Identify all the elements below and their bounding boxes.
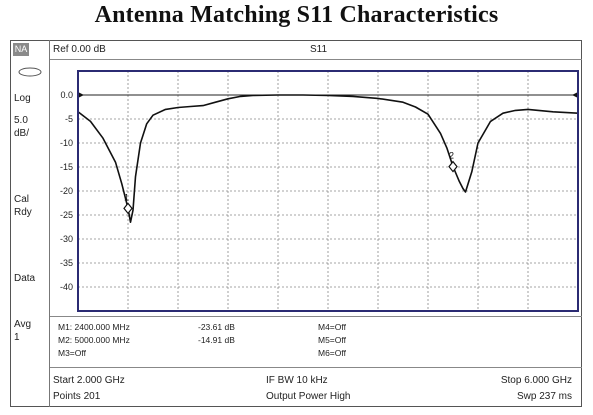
format-label: Log (14, 93, 31, 104)
reference-arrow-left (78, 92, 84, 98)
points-count: Points 201 (53, 391, 101, 402)
if-bandwidth: IF BW 10 kHz (266, 375, 328, 386)
y-tick-label: 0.0 (60, 90, 73, 100)
side-panel: NA Log 5.0 dB/ Cal Rdy Data Avg 1 (10, 40, 50, 407)
marker-5-status: M5=Off (318, 335, 346, 345)
marker-number: 1 (124, 192, 129, 202)
y-tick-label: -40 (60, 282, 73, 292)
y-tick-label: -5 (65, 114, 73, 124)
scale-label: 5.0 dB/ (14, 115, 30, 139)
averaging-label: Avg 1 (14, 319, 32, 343)
marker-2-value: -14.91 dB (198, 335, 235, 345)
sweep-icon (18, 67, 42, 77)
display-mode: Data (14, 273, 36, 284)
s11-plot: 0.0-5-10-15-20-25-30-35-40 12 (60, 70, 579, 312)
marker-1-label: M1: 2400.000 MHz (58, 322, 130, 332)
y-tick-label: -30 (60, 234, 73, 244)
analyzer-frame (10, 40, 582, 407)
marker-4-status: M4=Off (318, 322, 346, 332)
marker-2-label: M2: 5000.000 MHz (58, 335, 130, 345)
marker-3-status: M3=Off (58, 348, 86, 358)
reference-level: Ref 0.00 dB (53, 44, 106, 55)
y-tick-label: -35 (60, 258, 73, 268)
cal-status: Cal Rdy (14, 194, 32, 218)
marker-number: 2 (449, 151, 454, 161)
trace-header: Ref 0.00 dB S11 (50, 40, 582, 60)
na-badge[interactable]: NA (13, 43, 29, 56)
plot-border (77, 70, 579, 312)
status-footer: Start 2.000 GHz Points 201 IF BW 10 kHz … (50, 368, 582, 407)
trace-layer (77, 94, 579, 223)
y-tick-label: -20 (60, 186, 73, 196)
trace-name: S11 (310, 44, 328, 55)
sweep-time: Swp 237 ms (516, 391, 572, 402)
marker-diamond (448, 160, 458, 173)
grid (78, 71, 578, 311)
marker-6-status: M6=Off (318, 348, 346, 358)
stop-frequency: Stop 6.000 GHz (500, 375, 572, 386)
start-frequency: Start 2.000 GHz (53, 375, 125, 386)
reference-arrow-right (572, 92, 578, 98)
y-tick-labels: 0.0 -5 -10 -15 -20 -25 -30 -35 -40 (60, 90, 73, 292)
chart-title: Antenna Matching S11 Characteristics (94, 2, 499, 28)
y-tick-label: -10 (60, 138, 73, 148)
marker-layer: 12 (123, 151, 458, 215)
marker-diamond (123, 202, 133, 215)
series-line (77, 94, 579, 223)
y-tick-label: -15 (60, 162, 73, 172)
y-tick-label: -25 (60, 210, 73, 220)
marker-table: M1: 2400.000 MHz -23.61 dB M4=Off M2: 50… (50, 316, 582, 368)
output-power: Output Power High (266, 391, 351, 402)
marker-1-value: -23.61 dB (198, 322, 235, 332)
